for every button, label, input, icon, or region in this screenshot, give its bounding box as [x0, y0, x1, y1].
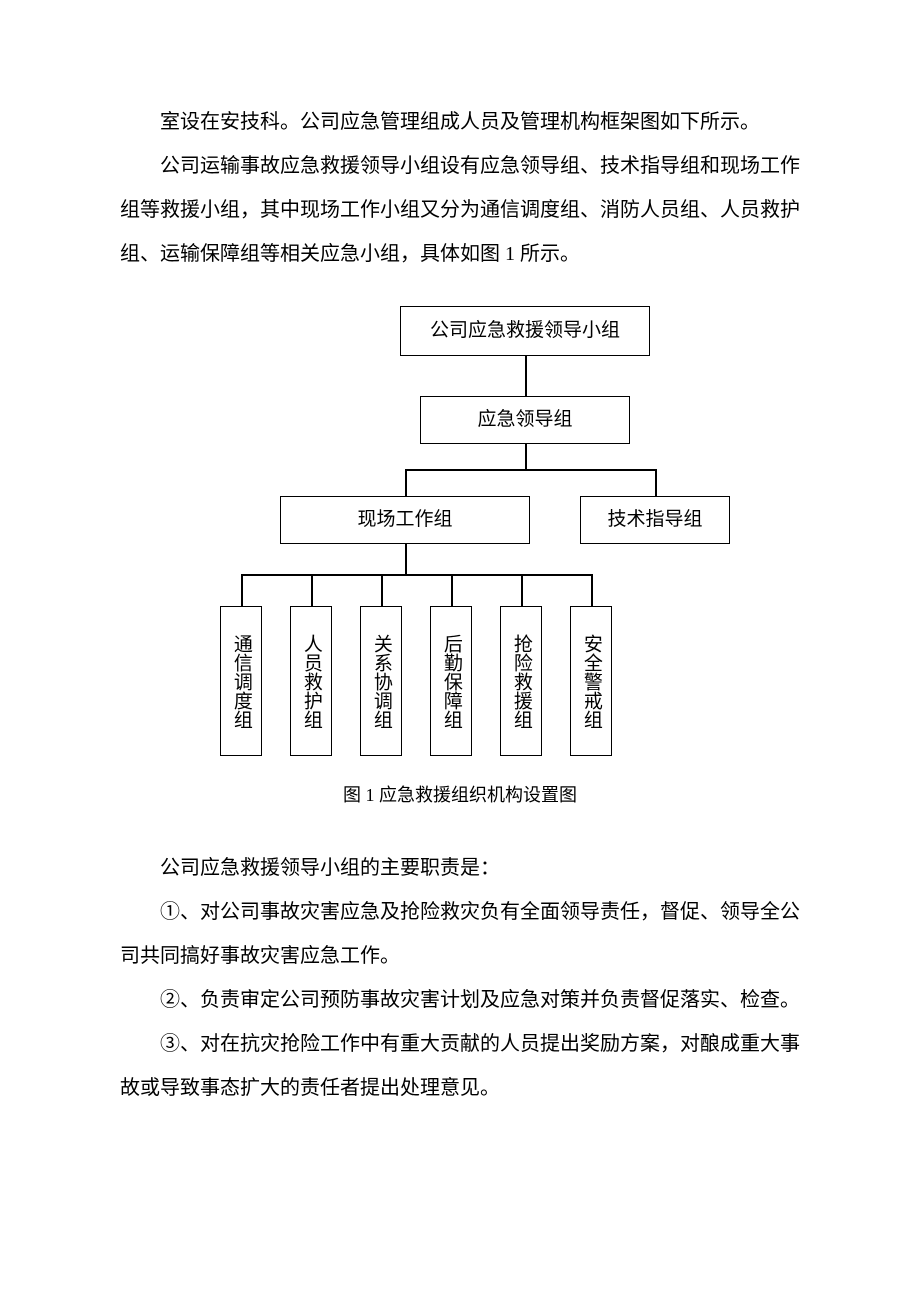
node-leaf-security: 安全警戒组 [570, 606, 612, 756]
connector [655, 469, 657, 496]
node-leaf-coord: 关系协调组 [360, 606, 402, 756]
connector [525, 444, 527, 469]
connector [381, 574, 383, 606]
node-root: 公司应急救援领导小组 [400, 306, 650, 356]
node-lead: 应急领导组 [420, 396, 630, 444]
node-leaf-rescue: 人员救护组 [290, 606, 332, 756]
org-chart: 公司应急救援领导小组 应急领导组 现场工作组 技术指导组 通信调度组 人员救护组… [190, 306, 730, 766]
connector [241, 574, 592, 576]
connector [241, 574, 243, 606]
connector [451, 574, 453, 606]
paragraph: ③、对在抗灾抢险工作中有重大贡献的人员提出奖励方案，对酿成重大事故或导致事态扩大… [120, 1022, 800, 1110]
paragraph: 公司运输事故应急救援领导小组设有应急领导组、技术指导组和现场工作组等救援小组，其… [120, 144, 800, 276]
node-site: 现场工作组 [280, 496, 530, 544]
connector [521, 574, 523, 606]
connector [405, 544, 407, 574]
node-tech: 技术指导组 [580, 496, 730, 544]
paragraph: ①、对公司事故灾害应急及抢险救灾负有全面领导责任，督促、领导全公司共同搞好事故灾… [120, 890, 800, 978]
connector [405, 469, 657, 471]
connector [591, 574, 593, 606]
connector [405, 469, 407, 496]
paragraph: ②、负责审定公司预防事故灾害计划及应急对策并负责督促落实、检查。 [120, 978, 800, 1022]
node-leaf-emergency: 抢险救援组 [500, 606, 542, 756]
paragraph: 室设在安技科。公司应急管理组成人员及管理机构框架图如下所示。 [120, 100, 800, 144]
connector [525, 356, 527, 396]
connector [311, 574, 313, 606]
node-leaf-logistics: 后勤保障组 [430, 606, 472, 756]
figure-caption: 图 1 应急救援组织机构设置图 [120, 776, 800, 816]
paragraph: 公司应急救援领导小组的主要职责是： [120, 846, 800, 890]
node-leaf-comm: 通信调度组 [220, 606, 262, 756]
